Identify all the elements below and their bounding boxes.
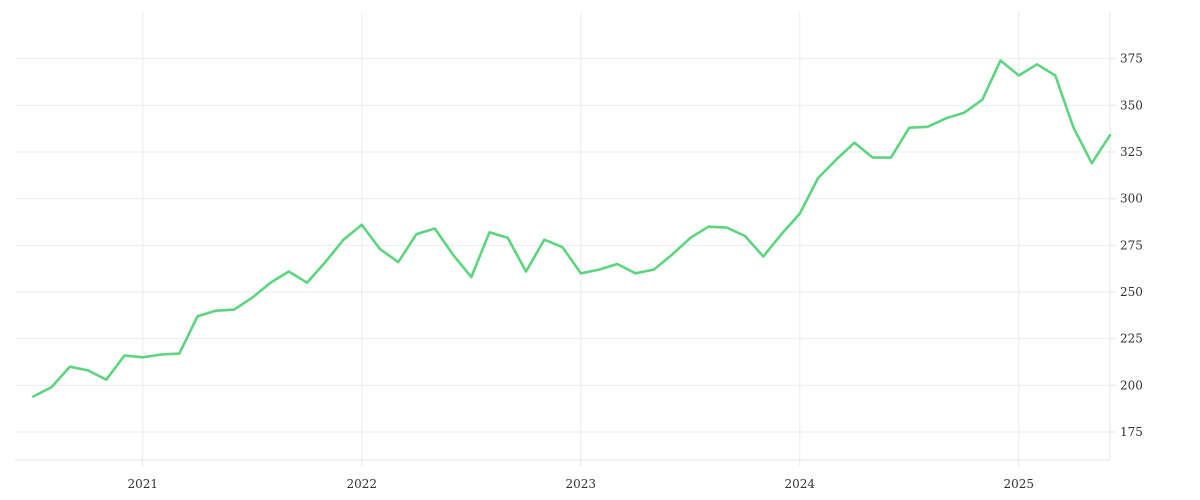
y-tick-label: 175 — [1120, 425, 1143, 439]
x-tick-label: 2023 — [565, 477, 596, 491]
x-tick-label: 2022 — [346, 477, 377, 491]
y-tick-label: 225 — [1120, 332, 1143, 346]
y-tick-label: 275 — [1120, 238, 1143, 252]
x-tick-label: 2021 — [127, 477, 158, 491]
y-tick-label: 350 — [1120, 98, 1143, 112]
y-tick-labels: 175 200 225 250 275 300 325 350 375 — [1110, 52, 1143, 439]
y-tick-label: 325 — [1120, 145, 1143, 159]
y-tick-label: 200 — [1120, 378, 1143, 392]
x-tick-label: 2024 — [784, 477, 815, 491]
y-tick-label: 250 — [1120, 285, 1143, 299]
x-gridlines — [142, 12, 1020, 460]
y-gridlines — [15, 58, 1110, 433]
series-line — [31, 59, 1112, 398]
y-tick-label: 375 — [1120, 52, 1143, 66]
x-tick-labels: 2021 2022 2023 2024 2025 — [127, 460, 1034, 491]
y-tick-label: 300 — [1120, 192, 1143, 206]
x-tick-label: 2025 — [1003, 477, 1034, 491]
series-layer — [31, 59, 1112, 398]
